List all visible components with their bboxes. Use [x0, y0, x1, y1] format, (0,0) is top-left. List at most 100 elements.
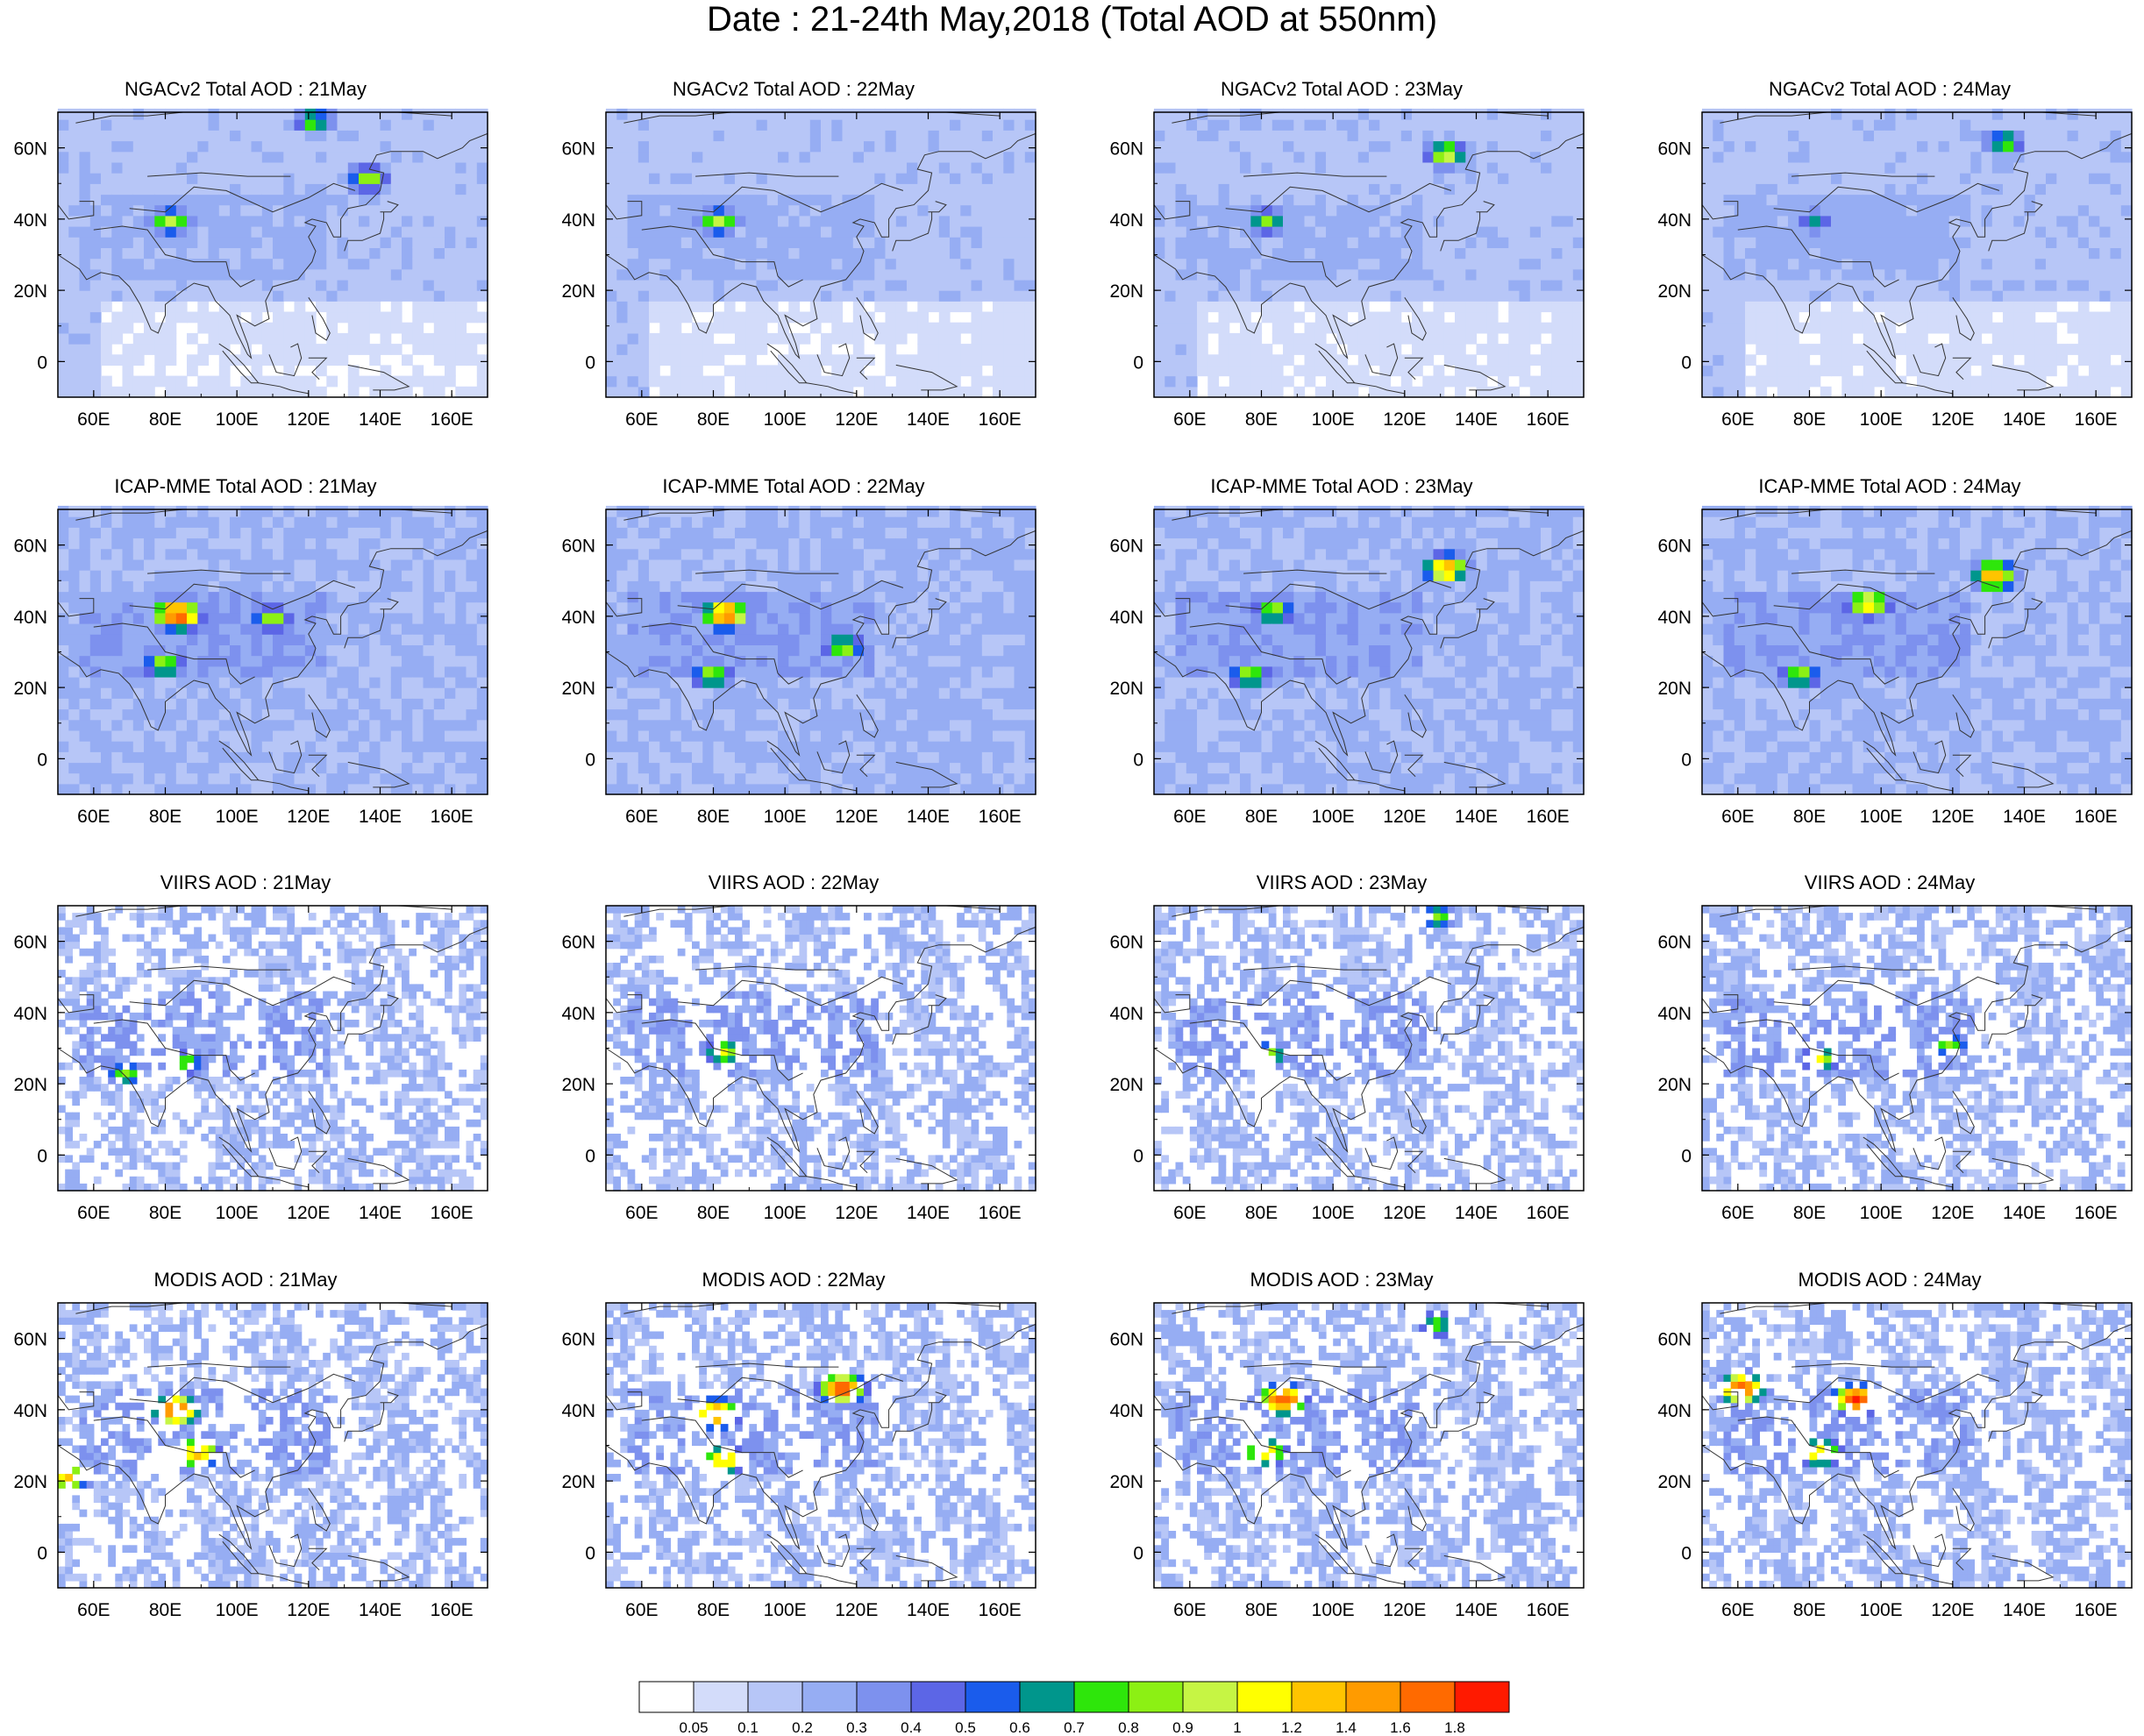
aod-cell: [649, 130, 660, 142]
aod-cell: [1261, 119, 1273, 131]
aod-cell: [1207, 215, 1220, 227]
aod-cell: [2013, 161, 2026, 174]
aod-cell: [2120, 183, 2133, 196]
aod-cell: [1788, 365, 1799, 377]
aod-cell: [79, 140, 91, 153]
aod-cell: [1357, 161, 1370, 174]
aod-cell: [1777, 237, 1789, 248]
aod-cell: [1326, 386, 1337, 398]
aod-cell: [347, 570, 360, 581]
aod-cell: [1304, 173, 1316, 184]
aod-cell: [2013, 290, 2026, 302]
aod-cell: [197, 698, 210, 710]
aod-cell: [2003, 161, 2014, 174]
aod-cell: [304, 698, 317, 710]
aod-cell: [713, 290, 725, 302]
aod-cell: [294, 634, 306, 645]
aod-cell: [778, 247, 789, 260]
aod-cell: [670, 140, 682, 153]
aod-cell: [144, 687, 155, 699]
aod-cell: [1465, 140, 1478, 153]
aod-cell: [981, 311, 994, 324]
aod-cell: [1799, 119, 1811, 131]
aod-cell: [2003, 344, 2014, 355]
aod-cell: [831, 151, 844, 163]
aod-cell: [101, 612, 112, 624]
aod-cell: [2089, 279, 2100, 291]
aod-cell: [1981, 194, 1993, 206]
aod-cell: [2077, 247, 2090, 260]
aod-cell: [466, 204, 478, 217]
aod-cell: [1756, 140, 1768, 153]
aod-cell: [993, 247, 1004, 260]
aod-cell: [326, 332, 338, 345]
aod-cell: [1734, 226, 1746, 238]
aod-cell: [261, 665, 274, 678]
aod-cell: [326, 580, 338, 593]
aod-cell: [273, 322, 284, 334]
aod-cell: [1895, 344, 1907, 355]
aod-cell: [79, 676, 91, 688]
aod-cell: [1756, 194, 1768, 206]
aod-cell: [1874, 173, 1885, 184]
aod-cell: [1390, 204, 1402, 217]
aod-cell: [154, 204, 167, 217]
aod-cell: [1412, 161, 1423, 174]
aod-cell: [1261, 194, 1273, 206]
aod-cell: [316, 665, 327, 678]
aod-cell: [670, 354, 682, 366]
aod-cell: [1229, 344, 1241, 355]
aod-cell: [240, 644, 253, 657]
aod-cell: [971, 215, 983, 227]
aod-cell: [1379, 322, 1392, 334]
aod-cell: [1455, 386, 1466, 398]
aod-cell: [58, 268, 69, 281]
aod-cell: [359, 119, 370, 131]
aod-cell: [670, 173, 682, 184]
aod-cell: [230, 237, 241, 248]
coastline: [1153, 132, 1585, 359]
aod-cell: [466, 215, 478, 227]
aod-cell: [1874, 365, 1885, 377]
aod-cell: [144, 655, 155, 667]
aod-cell: [1486, 301, 1499, 313]
aod-cell: [702, 268, 715, 281]
aod-cell: [347, 548, 360, 560]
aod-cell: [907, 119, 918, 131]
aod-cell: [1970, 322, 1983, 334]
aod-cell: [240, 698, 253, 710]
aod-cell: [809, 279, 822, 291]
aod-cell: [1400, 151, 1413, 163]
aod-cell: [1304, 215, 1316, 227]
aod-cell: [1938, 301, 1950, 313]
aod-cell: [788, 290, 801, 302]
aod-cell: [359, 237, 370, 248]
aod-cell: [766, 108, 779, 120]
aod-cell: [1271, 258, 1284, 270]
aod-cell: [1562, 344, 1574, 355]
aod-cell: [1831, 226, 1842, 238]
aod-cell: [745, 215, 758, 227]
aod-cell: [1970, 354, 1983, 366]
aod-cell: [1562, 204, 1574, 217]
aod-cell: [101, 322, 112, 334]
aod-cell: [1562, 183, 1574, 196]
aod-cell: [1863, 268, 1875, 281]
aod-cell: [745, 375, 758, 388]
aod-cell: [1400, 237, 1413, 248]
aod-cell: [1895, 237, 1907, 248]
aod-cell: [208, 194, 220, 206]
aod-cell: [1960, 279, 1971, 291]
aod-cell: [1240, 108, 1251, 120]
aod-cell: [1905, 247, 1918, 260]
aod-cell: [187, 719, 198, 731]
aod-cell: [928, 365, 940, 377]
aod-cell: [1895, 151, 1907, 163]
aod-cell: [132, 612, 145, 624]
aod-cell: [79, 279, 91, 291]
aod-cell: [1981, 279, 1993, 291]
aod-cell: [670, 215, 682, 227]
aod-cell: [885, 301, 897, 313]
aod-cell: [58, 655, 69, 667]
aod-cell: [1745, 173, 1756, 184]
